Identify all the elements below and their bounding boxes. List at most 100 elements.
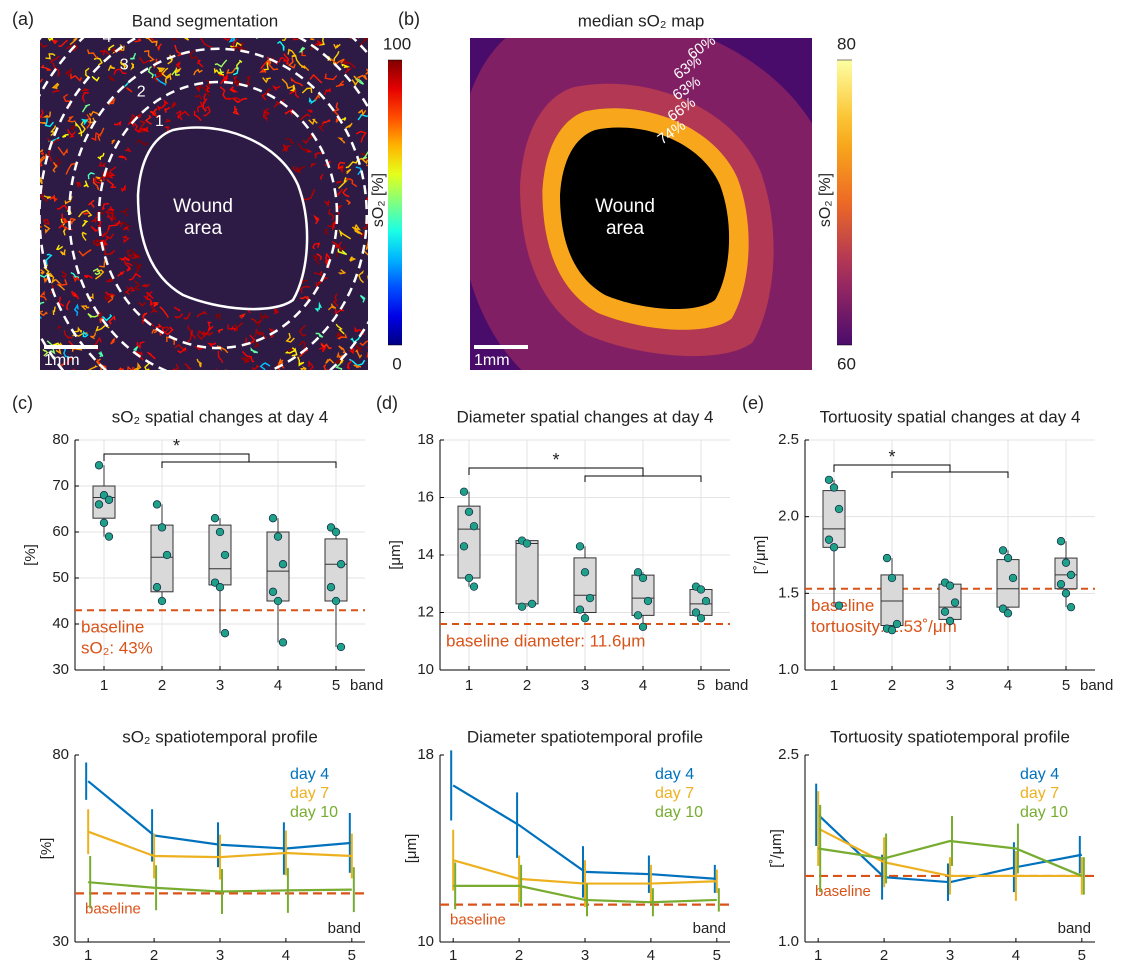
vessel (24, 244, 29, 256)
vessel (169, 458, 182, 465)
vessel (441, 32, 446, 44)
vessel (227, 508, 233, 513)
vessel (18, 258, 22, 264)
vessel (258, 429, 261, 438)
vessel (456, 150, 458, 154)
vessel (283, 377, 291, 384)
vessel (381, 303, 388, 310)
y-axis-label: [%] (38, 838, 55, 860)
vessel (421, 338, 427, 346)
vessel (22, 258, 39, 269)
vessel (289, 380, 294, 385)
baseline-label: baseline (85, 900, 141, 917)
vessel (62, 448, 69, 456)
vessel (341, 395, 353, 403)
vessel (0, 284, 6, 287)
vessel (460, 193, 467, 198)
vessel (408, 421, 415, 428)
vessel (272, 0, 276, 5)
vessel (424, 196, 431, 205)
data-point (1004, 609, 1012, 617)
y-axis-label: [˚/μm] (768, 829, 785, 868)
vessel (297, 476, 304, 487)
vessel (250, 444, 257, 450)
vessel (128, 397, 136, 405)
legend-entry: day 7 (1020, 785, 1059, 802)
vessel (83, 213, 88, 214)
box (325, 539, 347, 601)
vessel (244, 452, 249, 459)
vessel (187, 512, 192, 516)
vessel (323, 390, 327, 400)
vessel (309, 110, 313, 112)
vessel (454, 241, 463, 243)
scale-bar (474, 345, 528, 349)
vessel (32, 49, 37, 55)
data-point (105, 533, 113, 541)
data-point (211, 514, 219, 522)
box (458, 506, 480, 578)
vessel (124, 396, 132, 407)
vessel (445, 87, 452, 95)
vessel (418, 310, 431, 317)
vessel (367, 28, 378, 34)
x-tick-label: 2 (150, 947, 158, 964)
vessel (457, 75, 465, 81)
vessel (88, 430, 97, 438)
vessel (404, 427, 416, 430)
vessel (423, 274, 431, 283)
vessel (463, 226, 466, 231)
vessel (376, 299, 385, 304)
vessel (285, 394, 293, 406)
vessel (180, 489, 187, 493)
box (574, 558, 596, 613)
vessel (112, 375, 117, 383)
vessel (428, 251, 431, 255)
vessel (380, 458, 389, 465)
x-tick-label: 5 (697, 677, 705, 694)
vessel (416, 369, 420, 378)
y-tick-label: 30 (52, 933, 69, 950)
vessel (341, 481, 349, 488)
vessel (169, 376, 173, 387)
data-point (586, 594, 594, 602)
vessel (445, 352, 451, 359)
vessel (371, 28, 378, 38)
vessel (148, 394, 155, 399)
vessel (367, 452, 376, 461)
vessel (81, 461, 94, 469)
vessel (0, 350, 1, 352)
x-tick-label: 4 (1004, 677, 1012, 694)
vessel (232, 390, 236, 395)
vessel (110, 390, 118, 393)
vessel (387, 434, 396, 444)
vessel (462, 288, 469, 293)
vessel (426, 279, 434, 283)
vessel (369, 454, 375, 463)
data-point (216, 528, 224, 536)
legend-entry: day 4 (1020, 766, 1059, 783)
vessel (195, 427, 201, 438)
vessel (135, 375, 141, 383)
vessel (92, 480, 100, 486)
vessel (30, 232, 42, 241)
vessel (426, 412, 434, 417)
vessel (213, 504, 221, 515)
vessel (355, 8, 362, 14)
vessel (403, 206, 408, 213)
vessel (202, 499, 204, 502)
data-point (327, 583, 335, 591)
legend-entry: day 10 (655, 804, 703, 821)
vessel (29, 356, 35, 361)
vessel (13, 177, 18, 181)
data-point (95, 462, 103, 470)
band-label: 5 (86, 2, 95, 19)
vessel (217, 428, 222, 437)
vessel (376, 281, 384, 288)
vessel (130, 498, 135, 506)
vessel (411, 206, 416, 215)
vessel (237, 374, 247, 380)
vessel (317, 449, 327, 458)
vessel (55, 14, 62, 16)
vessel (327, 28, 337, 36)
